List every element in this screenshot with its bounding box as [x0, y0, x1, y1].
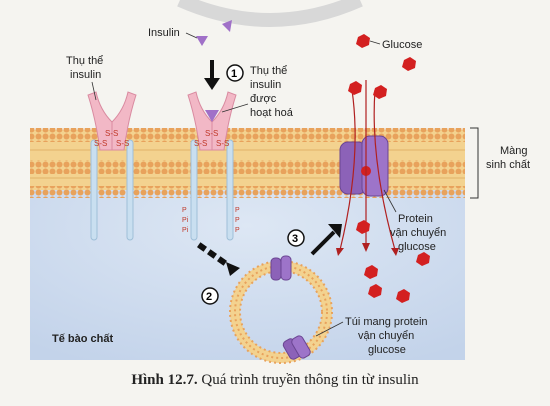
activated-receptor-label: insulin: [250, 79, 281, 91]
step-3-badge: [287, 229, 305, 247]
decorative-arc: [177, 0, 363, 27]
transporter-label: vận chuyển: [390, 227, 446, 239]
step-number: 2: [206, 291, 212, 303]
disulfide-label: S-S: [216, 139, 229, 148]
receptor-label: Thụ thể: [66, 55, 103, 67]
phosphate-label: P: [182, 207, 187, 214]
step-number: 1: [231, 68, 237, 80]
disulfide-label: S-S: [205, 129, 218, 138]
phosphate-label: P: [235, 207, 240, 214]
bound-insulin-icon: [205, 110, 219, 122]
insulin-signaling-diagram: S-S S-S S-S S-S S-S S-S P Pi Pi P P P In…: [30, 0, 530, 364]
glucose-molecules: [348, 34, 430, 303]
phosphate-label: P: [235, 217, 240, 224]
receptor-label: insulin: [70, 69, 101, 81]
insulin-receptor-activated: S-S S-S S-S P Pi Pi P P P: [182, 91, 240, 241]
insulin-label: Insulin: [148, 27, 180, 39]
figure-number: Hình 12.7.: [131, 372, 198, 388]
cytoplasm-region: [30, 168, 465, 360]
glucose-label: Glucose: [382, 39, 422, 51]
dashed-arrow-icon: [197, 242, 240, 276]
phosphate-label: Pi: [182, 217, 189, 224]
membrane-label: sinh chất: [486, 159, 530, 171]
arrow-icon: [204, 78, 220, 90]
vesicle-label: vận chuyển: [358, 330, 414, 342]
disulfide-label: S-S: [94, 139, 107, 148]
disulfide-label: S-S: [105, 129, 118, 138]
disulfide-label: S-S: [116, 139, 129, 148]
figure-caption-text: Quá trình truyền thông tin từ insulin: [197, 372, 419, 388]
insulin-receptor-inactive: S-S S-S S-S: [87, 91, 137, 241]
activated-receptor-label: Thụ thể: [250, 65, 287, 77]
activated-receptor-label: được: [250, 93, 277, 105]
transport-vesicle: [229, 255, 333, 364]
phosphate-label: Pi: [182, 227, 189, 234]
insulin-molecule-icon: [222, 20, 232, 32]
activated-receptor-label: hoạt hoá: [250, 107, 294, 119]
cytoplasm-label: Tế bào chất: [52, 333, 113, 345]
transporter-label: glucose: [398, 241, 436, 253]
phosphate-label: P: [235, 227, 240, 234]
insulin-molecule-icon: [196, 36, 208, 46]
vesicle-label: glucose: [368, 344, 406, 356]
vesicle-label: Túi mang protein: [345, 316, 428, 328]
transporter-label: Protein: [398, 213, 433, 225]
step-2-badge: [201, 287, 219, 305]
arrow-icon: [328, 224, 342, 238]
step-number: 3: [292, 233, 298, 245]
figure-caption: Hình 12.7. Quá trình truyền thông tin từ…: [0, 372, 550, 389]
step-1-badge: [226, 64, 244, 82]
membrane-label: Màng: [500, 145, 528, 157]
disulfide-label: S-S: [194, 139, 207, 148]
